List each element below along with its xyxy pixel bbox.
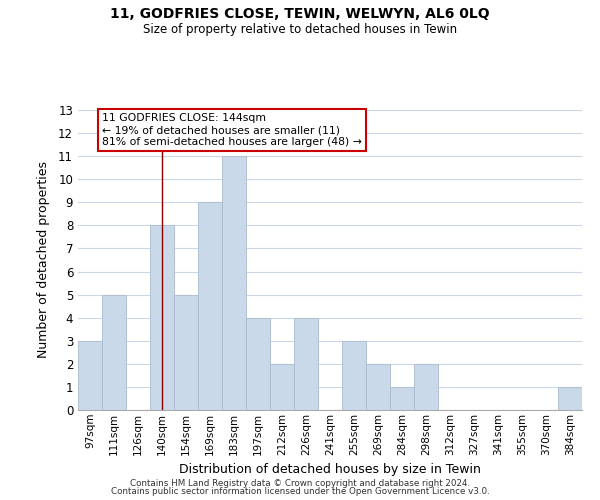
Text: 11, GODFRIES CLOSE, TEWIN, WELWYN, AL6 0LQ: 11, GODFRIES CLOSE, TEWIN, WELWYN, AL6 0… [110,8,490,22]
Bar [270,364,294,410]
Bar [150,226,174,410]
Y-axis label: Number of detached properties: Number of detached properties [37,162,50,358]
Text: Contains public sector information licensed under the Open Government Licence v3: Contains public sector information licen… [110,487,490,496]
Bar [294,318,318,410]
Text: Contains HM Land Registry data © Crown copyright and database right 2024.: Contains HM Land Registry data © Crown c… [130,478,470,488]
Bar [78,341,102,410]
Bar [246,318,270,410]
X-axis label: Distribution of detached houses by size in Tewin: Distribution of detached houses by size … [179,463,481,476]
Bar [102,294,126,410]
Bar [198,202,222,410]
Bar [414,364,438,410]
Text: 11 GODFRIES CLOSE: 144sqm
← 19% of detached houses are smaller (11)
81% of semi-: 11 GODFRIES CLOSE: 144sqm ← 19% of detac… [102,114,362,146]
Text: Size of property relative to detached houses in Tewin: Size of property relative to detached ho… [143,22,457,36]
Bar [390,387,414,410]
Bar [222,156,246,410]
Bar [558,387,582,410]
Bar [366,364,390,410]
Bar [342,341,366,410]
Bar [174,294,198,410]
